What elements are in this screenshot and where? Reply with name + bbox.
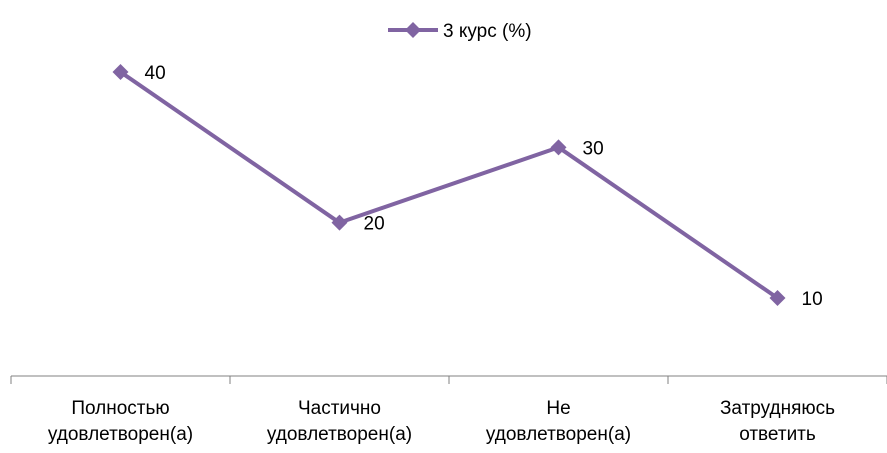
data-point-marker (769, 290, 786, 306)
data-label: 40 (145, 63, 166, 84)
x-tick-label: Частично удовлетворен(а) (267, 398, 412, 445)
data-point-marker (112, 64, 129, 80)
series-line (119, 70, 779, 300)
legend-marker-swatch (405, 22, 421, 38)
data-point-marker (550, 139, 567, 156)
legend-label: 3 курс (%) (443, 21, 532, 42)
data-label: 10 (802, 289, 823, 310)
plot-area: 40 20 30 10 (112, 63, 823, 310)
x-tick-label: Полностью удовлетворен(а) (48, 398, 193, 445)
data-label: 20 (364, 214, 385, 235)
data-point-marker (331, 214, 348, 231)
x-tick-label: Затрудняюсь ответить (720, 398, 835, 445)
legend: 3 курс (%) (388, 21, 532, 42)
data-label: 30 (583, 138, 604, 159)
x-axis: Полностью удовлетворен(а) Частично удовлетв… (10, 375, 887, 445)
x-tick-label: Не удовлетворен(а) (486, 398, 631, 445)
